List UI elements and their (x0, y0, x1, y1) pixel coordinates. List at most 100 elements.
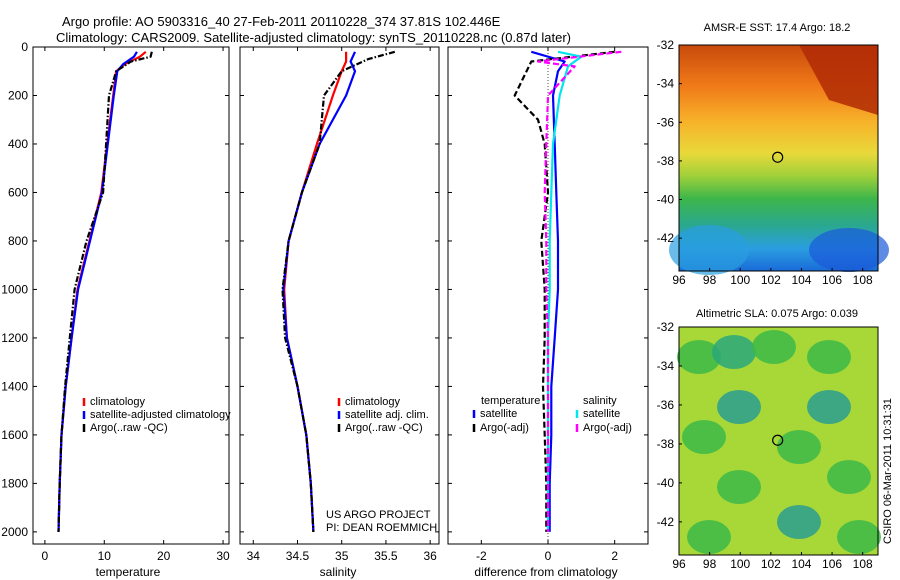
sla-map: 96 98 100 102 104 106 108 -32 -34 -36 -38 -40 -42 (657, 320, 881, 571)
temperature-panel: 0 10 20 30 (42, 47, 230, 563)
legend-label-argo: Argo(..raw -QC) (345, 422, 423, 434)
difference-xlabel: difference from climatology (474, 565, 617, 579)
x-tick-label: 30 (216, 549, 230, 563)
depth-tick-label: 1000 (1, 282, 28, 296)
sst-warm-patch (799, 45, 878, 115)
sla-anomaly-blob (827, 460, 871, 494)
sst-map: 96 98 100 102 104 106 108 -32 -34 -36 -38 -40 -42 (657, 38, 889, 287)
depth-tick-label: 800 (8, 234, 28, 248)
series-line (530, 50, 566, 532)
legend-label-temp-argo: Argo(-adj) (480, 422, 529, 434)
map-x-tick-label: 98 (703, 273, 717, 287)
temperature-legend: climatology satellite-adjusted climatolo… (82, 396, 231, 434)
temperature-xlabel: temperature (96, 565, 161, 579)
difference-panel: -2 0 2 (476, 47, 622, 563)
sla-anomaly-blob (717, 470, 761, 504)
map-frame (678, 326, 879, 556)
map-y-tick-label: -34 (657, 77, 675, 91)
map-y-tick-label: -34 (657, 359, 675, 373)
series-line (283, 51, 348, 532)
x-tick-label: 34.5 (286, 549, 310, 563)
depth-axis: 0 200 400 600 800 1000 1200 1400 1600 1800 2000 (1, 40, 648, 539)
csiro-timestamp: CSIRO 06-Mar-2011 10:31:31 (882, 398, 894, 544)
x-tick-label: 35.5 (374, 549, 398, 563)
map-y-tick-label: -40 (657, 193, 675, 207)
x-tick-label: 36 (423, 549, 437, 563)
legend-label-satellite: satellite adj. clim. (345, 409, 429, 421)
map-y-tick-label: -38 (657, 154, 675, 168)
sla-anomaly-blob (777, 430, 821, 464)
sla-anomaly-blob (807, 390, 851, 424)
profile-location-marker (772, 434, 784, 446)
sst-cool-patch (809, 228, 889, 272)
sst-map-title: AMSR-E SST: 17.4 Argo: 18.2 (704, 22, 851, 34)
credit-project: US ARGO PROJECT (326, 509, 431, 521)
map-x-tick-label: 102 (761, 273, 781, 287)
map-y-tick-label: -36 (657, 115, 675, 129)
x-tick-label: 34 (247, 549, 261, 563)
legend-label-temp-satellite: satellite (480, 408, 517, 420)
map-x-tick-label: 100 (730, 557, 750, 571)
depth-tick-label: 600 (8, 185, 28, 199)
map-y-tick-label: -32 (657, 320, 675, 334)
series-line (282, 51, 357, 532)
legend-label-climatology: climatology (345, 396, 401, 408)
sla-anomaly-blob (717, 390, 761, 424)
depth-tick-label: 1200 (1, 331, 28, 345)
series-line (57, 51, 138, 532)
sla-anomaly-blob (807, 340, 851, 374)
sla-anomaly-blob (677, 340, 721, 374)
series-line (57, 50, 147, 532)
depth-tick-label: 0 (21, 40, 28, 54)
series-line (513, 50, 615, 532)
legend-header-temperature: temperature (481, 395, 540, 407)
map-x-tick-label: 108 (853, 273, 873, 287)
map-x-tick-label: 108 (853, 557, 873, 571)
map-x-tick-label: 106 (822, 557, 842, 571)
map-y-tick-label: -42 (657, 231, 675, 245)
sla-anomaly-blob (712, 335, 756, 369)
map-x-tick-label: 98 (703, 557, 717, 571)
legend-label-climatology: climatology (90, 396, 146, 408)
title-line-2: Climatology: CARS2009. Satellite-adjuste… (56, 30, 571, 45)
map-x-tick-label: 100 (730, 273, 750, 287)
salinity-legend: climatology satellite adj. clim. Argo(..… (337, 396, 429, 434)
sla-anomaly-blob (837, 520, 881, 554)
temperature-panel-frame (32, 46, 230, 545)
salinity-xlabel: salinity (320, 565, 357, 579)
x-tick-label: 10 (98, 549, 112, 563)
x-tick-label: 0 (42, 549, 49, 563)
series-line (281, 50, 396, 532)
salinity-panel-frame (239, 46, 440, 545)
series-line (536, 50, 622, 532)
depth-tick-label: 1800 (1, 476, 28, 490)
depth-tick-label: 2000 (1, 525, 28, 539)
map-y-tick-label: -42 (657, 515, 675, 529)
sla-anomaly-blob (687, 520, 731, 554)
map-y-tick-label: -38 (657, 437, 675, 451)
map-x-tick-label: 104 (791, 273, 811, 287)
depth-tick-label: 1400 (1, 379, 28, 393)
map-frame (678, 44, 879, 272)
difference-legend: temperature salinity satellite Argo(-adj… (472, 395, 632, 434)
title-line-1: Argo profile: AO 5903316_40 27-Feb-2011 … (62, 14, 501, 29)
map-y-tick-label: -32 (657, 38, 675, 52)
sla-anomaly-blob (682, 420, 726, 454)
salinity-panel: 34 34.5 35 35.5 36 (247, 47, 437, 563)
legend-label-sal-argo: Argo(-adj) (583, 422, 632, 434)
depth-tick-label: 1600 (1, 428, 28, 442)
series-line (57, 51, 153, 532)
map-x-tick-label: 96 (672, 557, 686, 571)
x-tick-label: 0 (545, 549, 552, 563)
x-tick-label: 20 (157, 549, 171, 563)
sla-anomaly-blob (752, 330, 796, 364)
map-x-tick-label: 106 (822, 273, 842, 287)
depth-tick-label: 200 (8, 88, 28, 102)
map-x-tick-label: 96 (672, 273, 686, 287)
map-y-tick-label: -36 (657, 398, 675, 412)
legend-label-argo: Argo(..raw -QC) (90, 422, 168, 434)
sst-cool-patch (669, 225, 749, 275)
x-tick-label: -2 (476, 549, 487, 563)
sla-anomaly-blob (777, 505, 821, 539)
map-x-tick-label: 104 (791, 557, 811, 571)
